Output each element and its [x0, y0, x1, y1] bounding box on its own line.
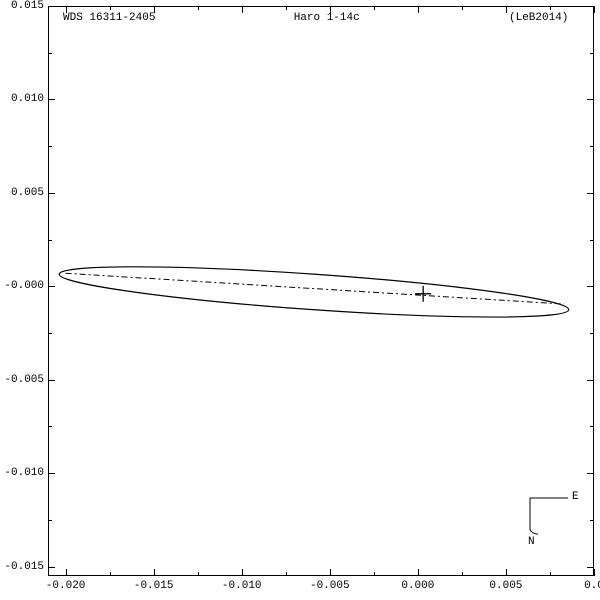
x-tick	[330, 569, 331, 576]
x-tick	[154, 569, 155, 576]
y-tick	[48, 567, 55, 568]
y-tick-label: 0.010	[0, 93, 44, 105]
x-minor-tick	[462, 572, 463, 576]
nodes-line	[66, 273, 564, 304]
x-tick	[66, 569, 67, 576]
y-tick	[48, 473, 55, 474]
y-tick	[587, 380, 594, 381]
y-minor-tick	[48, 240, 52, 241]
x-minor-tick	[550, 6, 551, 10]
x-tick	[418, 569, 419, 576]
orbit-ellipse	[58, 256, 570, 327]
y-tick	[587, 193, 594, 194]
x-tick-label: -0.015	[129, 580, 179, 592]
y-tick	[48, 99, 55, 100]
compass-north-label: N	[528, 536, 535, 548]
x-tick	[330, 6, 331, 13]
x-minor-tick	[286, 6, 287, 10]
y-tick-label: 0.005	[0, 187, 44, 199]
y-tick	[48, 286, 55, 287]
x-minor-tick	[550, 572, 551, 576]
x-tick-label: -0.005	[305, 580, 355, 592]
x-tick	[594, 6, 595, 13]
x-minor-tick	[374, 572, 375, 576]
y-minor-tick	[590, 426, 594, 427]
y-tick	[48, 6, 55, 7]
y-minor-tick	[48, 53, 52, 54]
compass-north-arrow	[530, 498, 538, 534]
x-tick	[418, 6, 419, 13]
y-minor-tick	[590, 240, 594, 241]
x-minor-tick	[286, 572, 287, 576]
y-tick-label: -0.010	[0, 467, 44, 479]
x-minor-tick	[198, 6, 199, 10]
x-tick	[242, 6, 243, 13]
y-minor-tick	[48, 146, 52, 147]
x-tick	[154, 6, 155, 13]
y-minor-tick	[590, 146, 594, 147]
x-tick-label: 0.0	[569, 580, 600, 592]
y-minor-tick	[590, 53, 594, 54]
x-tick	[66, 6, 67, 13]
x-minor-tick	[462, 6, 463, 10]
x-minor-tick	[198, 572, 199, 576]
plot-svg	[0, 0, 600, 600]
y-tick-label: -0.000	[0, 280, 44, 292]
x-minor-tick	[374, 6, 375, 10]
x-tick-label: 0.005	[481, 580, 531, 592]
x-tick	[506, 6, 507, 13]
y-tick	[48, 380, 55, 381]
x-tick	[506, 569, 507, 576]
y-tick	[587, 6, 594, 7]
y-tick	[587, 286, 594, 287]
y-minor-tick	[48, 426, 52, 427]
y-tick	[48, 193, 55, 194]
x-minor-tick	[110, 572, 111, 576]
x-tick-label: -0.020	[41, 580, 91, 592]
y-tick-label: 0.015	[0, 0, 44, 12]
compass-east-label: E	[572, 491, 579, 503]
y-tick	[587, 473, 594, 474]
y-minor-tick	[590, 520, 594, 521]
x-tick-label: 0.000	[393, 580, 443, 592]
y-tick-label: -0.015	[0, 561, 44, 573]
x-tick	[242, 569, 243, 576]
y-minor-tick	[48, 520, 52, 521]
y-minor-tick	[590, 333, 594, 334]
x-tick-label: -0.010	[217, 580, 267, 592]
y-minor-tick	[48, 333, 52, 334]
x-tick	[594, 569, 595, 576]
y-tick-label: -0.005	[0, 374, 44, 386]
x-minor-tick	[110, 6, 111, 10]
y-tick	[587, 99, 594, 100]
y-tick	[587, 567, 594, 568]
